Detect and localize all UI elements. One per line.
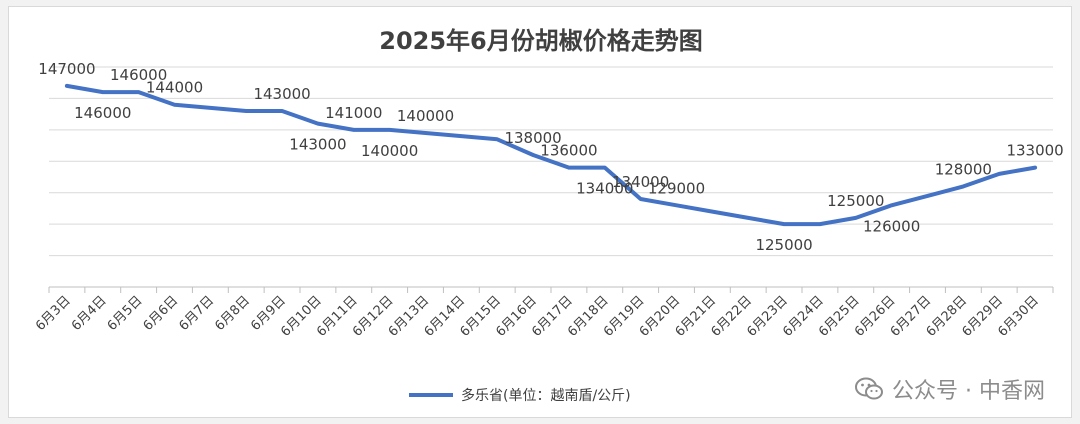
data-label: 133000 [1006,142,1063,160]
x-tick-label: 6月7日 [176,293,217,334]
data-label: 138000 [504,129,561,147]
watermark: 公众号 · 中香网 [854,373,1045,405]
chart-frame: 2025年6月份胡椒价格走势图 147000 146000 146000 144000… [8,6,1072,418]
legend-label: 多乐省(单位：越南盾/公斤) [461,388,631,404]
data-label: 143000 [253,85,310,103]
legend: 多乐省(单位：越南盾/公斤) [409,385,631,405]
x-tick-label: 6月6日 [141,293,182,334]
x-tick-label: 6月3日 [33,293,74,334]
x-tick-labels: 6月3日6月4日6月5日6月6日6月7日6月8日6月9日6月10日6月11日6月… [33,293,1042,340]
series-line [64,83,1038,227]
x-tick-label: 6月8日 [212,293,253,334]
x-axis [48,286,1054,293]
data-label: 146000 [74,104,131,122]
data-label: 140000 [397,107,454,125]
data-label: 134000 [576,180,633,198]
watermark-text: 公众号 · 中香网 [892,379,1045,404]
x-tick-label: 6月5日 [105,293,146,334]
data-label: 140000 [361,142,418,160]
data-label: 129000 [648,179,705,197]
data-label: 126000 [863,217,920,235]
data-label: 146000 [110,66,167,84]
data-label: 147000 [38,60,95,78]
data-label: 144000 [146,79,203,97]
data-label: 141000 [325,104,382,122]
x-tick-label: 6月4日 [69,293,110,334]
data-label: 136000 [540,142,597,160]
data-label: 125000 [827,192,884,210]
series-line-layer [64,83,1038,227]
data-label: 143000 [289,136,346,154]
data-label: 134000 [612,173,669,191]
data-label: 128000 [935,160,992,178]
legend-swatch [409,393,453,397]
chart-title: 2025年6月份胡椒价格走势图 [379,27,703,55]
data-label: 125000 [755,236,812,254]
wechat-icon [855,377,884,400]
gridlines [49,66,1053,257]
